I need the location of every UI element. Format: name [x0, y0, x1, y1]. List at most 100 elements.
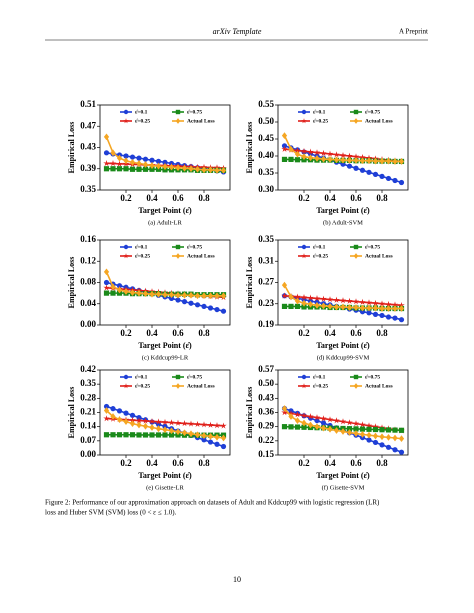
marker	[326, 416, 334, 423]
marker	[181, 164, 188, 172]
marker	[352, 420, 360, 427]
marker	[294, 303, 301, 310]
chart: 0.19 0.23 0.27 0.31 0.35 0.2 0.4 0.6 0.8 Target P…	[245, 234, 409, 361]
marker	[359, 421, 366, 428]
chart-caption: (d) Kddcup99-SVM	[317, 354, 370, 361]
y-tick-label: 0.50	[258, 378, 274, 388]
y-tick-label: 0.14	[80, 421, 96, 431]
marker	[149, 432, 155, 438]
marker	[149, 162, 155, 169]
marker	[136, 432, 142, 438]
x-tick-label: 0.4	[324, 458, 336, 468]
legend-label: ε̂=0.1	[313, 244, 326, 250]
y-tick-label: 0.36	[258, 407, 274, 417]
marker	[385, 427, 392, 433]
marker	[155, 418, 162, 425]
marker	[207, 433, 214, 440]
marker	[294, 150, 301, 158]
x-tick-label: 0.4	[146, 193, 158, 203]
marker	[392, 447, 398, 453]
legend-label: Actual Loss	[187, 118, 215, 124]
marker	[142, 422, 149, 430]
marker	[281, 409, 288, 416]
marker	[187, 420, 195, 427]
marker	[142, 432, 149, 438]
marker	[300, 412, 308, 419]
marker	[307, 413, 314, 420]
marker	[136, 289, 142, 297]
legend-marker	[123, 383, 129, 389]
marker	[281, 292, 288, 299]
marker	[326, 296, 334, 303]
marker	[110, 166, 116, 172]
marker	[327, 303, 333, 310]
marker	[392, 315, 398, 321]
marker	[327, 425, 333, 433]
marker	[333, 151, 340, 158]
chart-caption: (b) Adult-SVM	[323, 219, 363, 226]
marker	[327, 156, 333, 163]
y-tick-label: 0.35	[258, 234, 274, 244]
y-tick-label: 0.22	[258, 435, 274, 445]
chart: 0.00 0.07 0.14 0.21 0.28 0.35 0.42 0.2 0.4 0.6 0.8…	[67, 364, 231, 491]
legend-label: ε̂=0.1	[313, 374, 326, 380]
marker	[194, 431, 201, 439]
marker	[116, 166, 123, 172]
legend-label: ε̂=0.1	[313, 109, 326, 115]
marker	[168, 427, 175, 435]
legend-marker	[301, 244, 307, 250]
y-tick-label: 0.12	[80, 255, 96, 265]
x-tick-label: 0.2	[120, 328, 132, 338]
x-axis-label: Target Point (ε̂)	[138, 341, 192, 350]
marker	[123, 153, 129, 159]
marker	[314, 155, 320, 162]
y-tick-label: 0.35	[80, 378, 96, 388]
marker	[398, 305, 405, 312]
marker	[103, 415, 110, 422]
marker	[320, 424, 327, 432]
marker	[385, 175, 392, 182]
marker	[136, 160, 142, 167]
marker	[288, 145, 294, 153]
marker	[181, 299, 188, 305]
marker	[372, 157, 379, 165]
marker	[175, 297, 181, 303]
marker	[372, 439, 379, 446]
legend-marker	[301, 118, 307, 124]
x-tick-label: 0.2	[120, 458, 132, 468]
marker	[366, 437, 372, 443]
marker	[366, 310, 372, 316]
x-tick-label: 0.4	[324, 328, 336, 338]
legend-marker	[301, 374, 307, 380]
marker	[314, 423, 320, 431]
marker	[162, 291, 168, 299]
marker	[155, 432, 162, 438]
marker	[129, 166, 136, 172]
marker	[116, 416, 123, 423]
marker	[339, 418, 347, 425]
marker	[320, 420, 327, 426]
legend-marker	[123, 109, 129, 115]
marker	[340, 156, 346, 164]
legend-label: Actual Loss	[187, 383, 215, 389]
marker	[340, 303, 346, 311]
y-axis-label: Empirical Loss	[67, 122, 76, 174]
legend-label: Actual Loss	[365, 253, 393, 259]
x-tick-label: 0.8	[376, 458, 388, 468]
marker	[168, 432, 175, 438]
y-tick-label: 0.55	[258, 99, 274, 109]
marker	[333, 427, 340, 434]
marker	[320, 149, 327, 157]
marker	[162, 163, 168, 171]
y-tick-label: 0.35	[80, 184, 96, 194]
legend-label: ε̂=0.25	[313, 253, 328, 259]
marker	[207, 305, 214, 311]
y-tick-label: 0.15	[258, 449, 274, 459]
marker	[220, 443, 227, 450]
marker	[366, 304, 372, 312]
marker	[326, 150, 334, 157]
marker	[366, 157, 372, 165]
marker	[301, 424, 307, 430]
marker	[123, 288, 129, 295]
